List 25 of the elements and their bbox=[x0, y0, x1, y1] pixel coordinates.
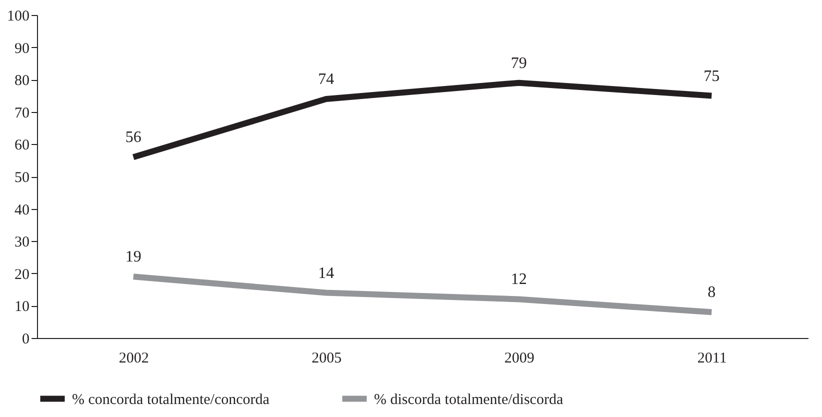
y-tick-label: 0 bbox=[22, 332, 30, 348]
y-tick-label: 90 bbox=[14, 40, 30, 57]
legend-label: % discorda totalmente/discorda bbox=[374, 392, 564, 408]
data-label: 74 bbox=[318, 70, 334, 88]
y-tick-label: 80 bbox=[14, 73, 30, 90]
x-tick-label: 2002 bbox=[118, 350, 149, 366]
y-tick-label: 20 bbox=[14, 266, 30, 283]
legend-label: % concorda totalmente/concorda bbox=[72, 392, 270, 408]
data-label: 14 bbox=[318, 264, 334, 282]
y-tick-label: 10 bbox=[14, 299, 30, 316]
data-label: 79 bbox=[510, 54, 527, 72]
x-tick-label: 2009 bbox=[504, 350, 534, 366]
data-label: 56 bbox=[125, 129, 142, 146]
y-tick-label: 50 bbox=[14, 170, 30, 186]
data-label: 75 bbox=[704, 68, 720, 85]
x-tick-label: 2005 bbox=[312, 350, 342, 366]
x-tick-label: 2011 bbox=[697, 350, 727, 366]
data-label: 12 bbox=[510, 271, 527, 288]
data-label: 19 bbox=[125, 248, 142, 266]
y-tick-label: 100 bbox=[7, 8, 30, 24]
y-tick-label: 70 bbox=[14, 105, 30, 122]
y-tick-label: 40 bbox=[14, 202, 30, 218]
y-tick-label: 30 bbox=[14, 234, 30, 251]
y-tick-label: 60 bbox=[14, 138, 30, 154]
data-label: 8 bbox=[708, 284, 716, 302]
